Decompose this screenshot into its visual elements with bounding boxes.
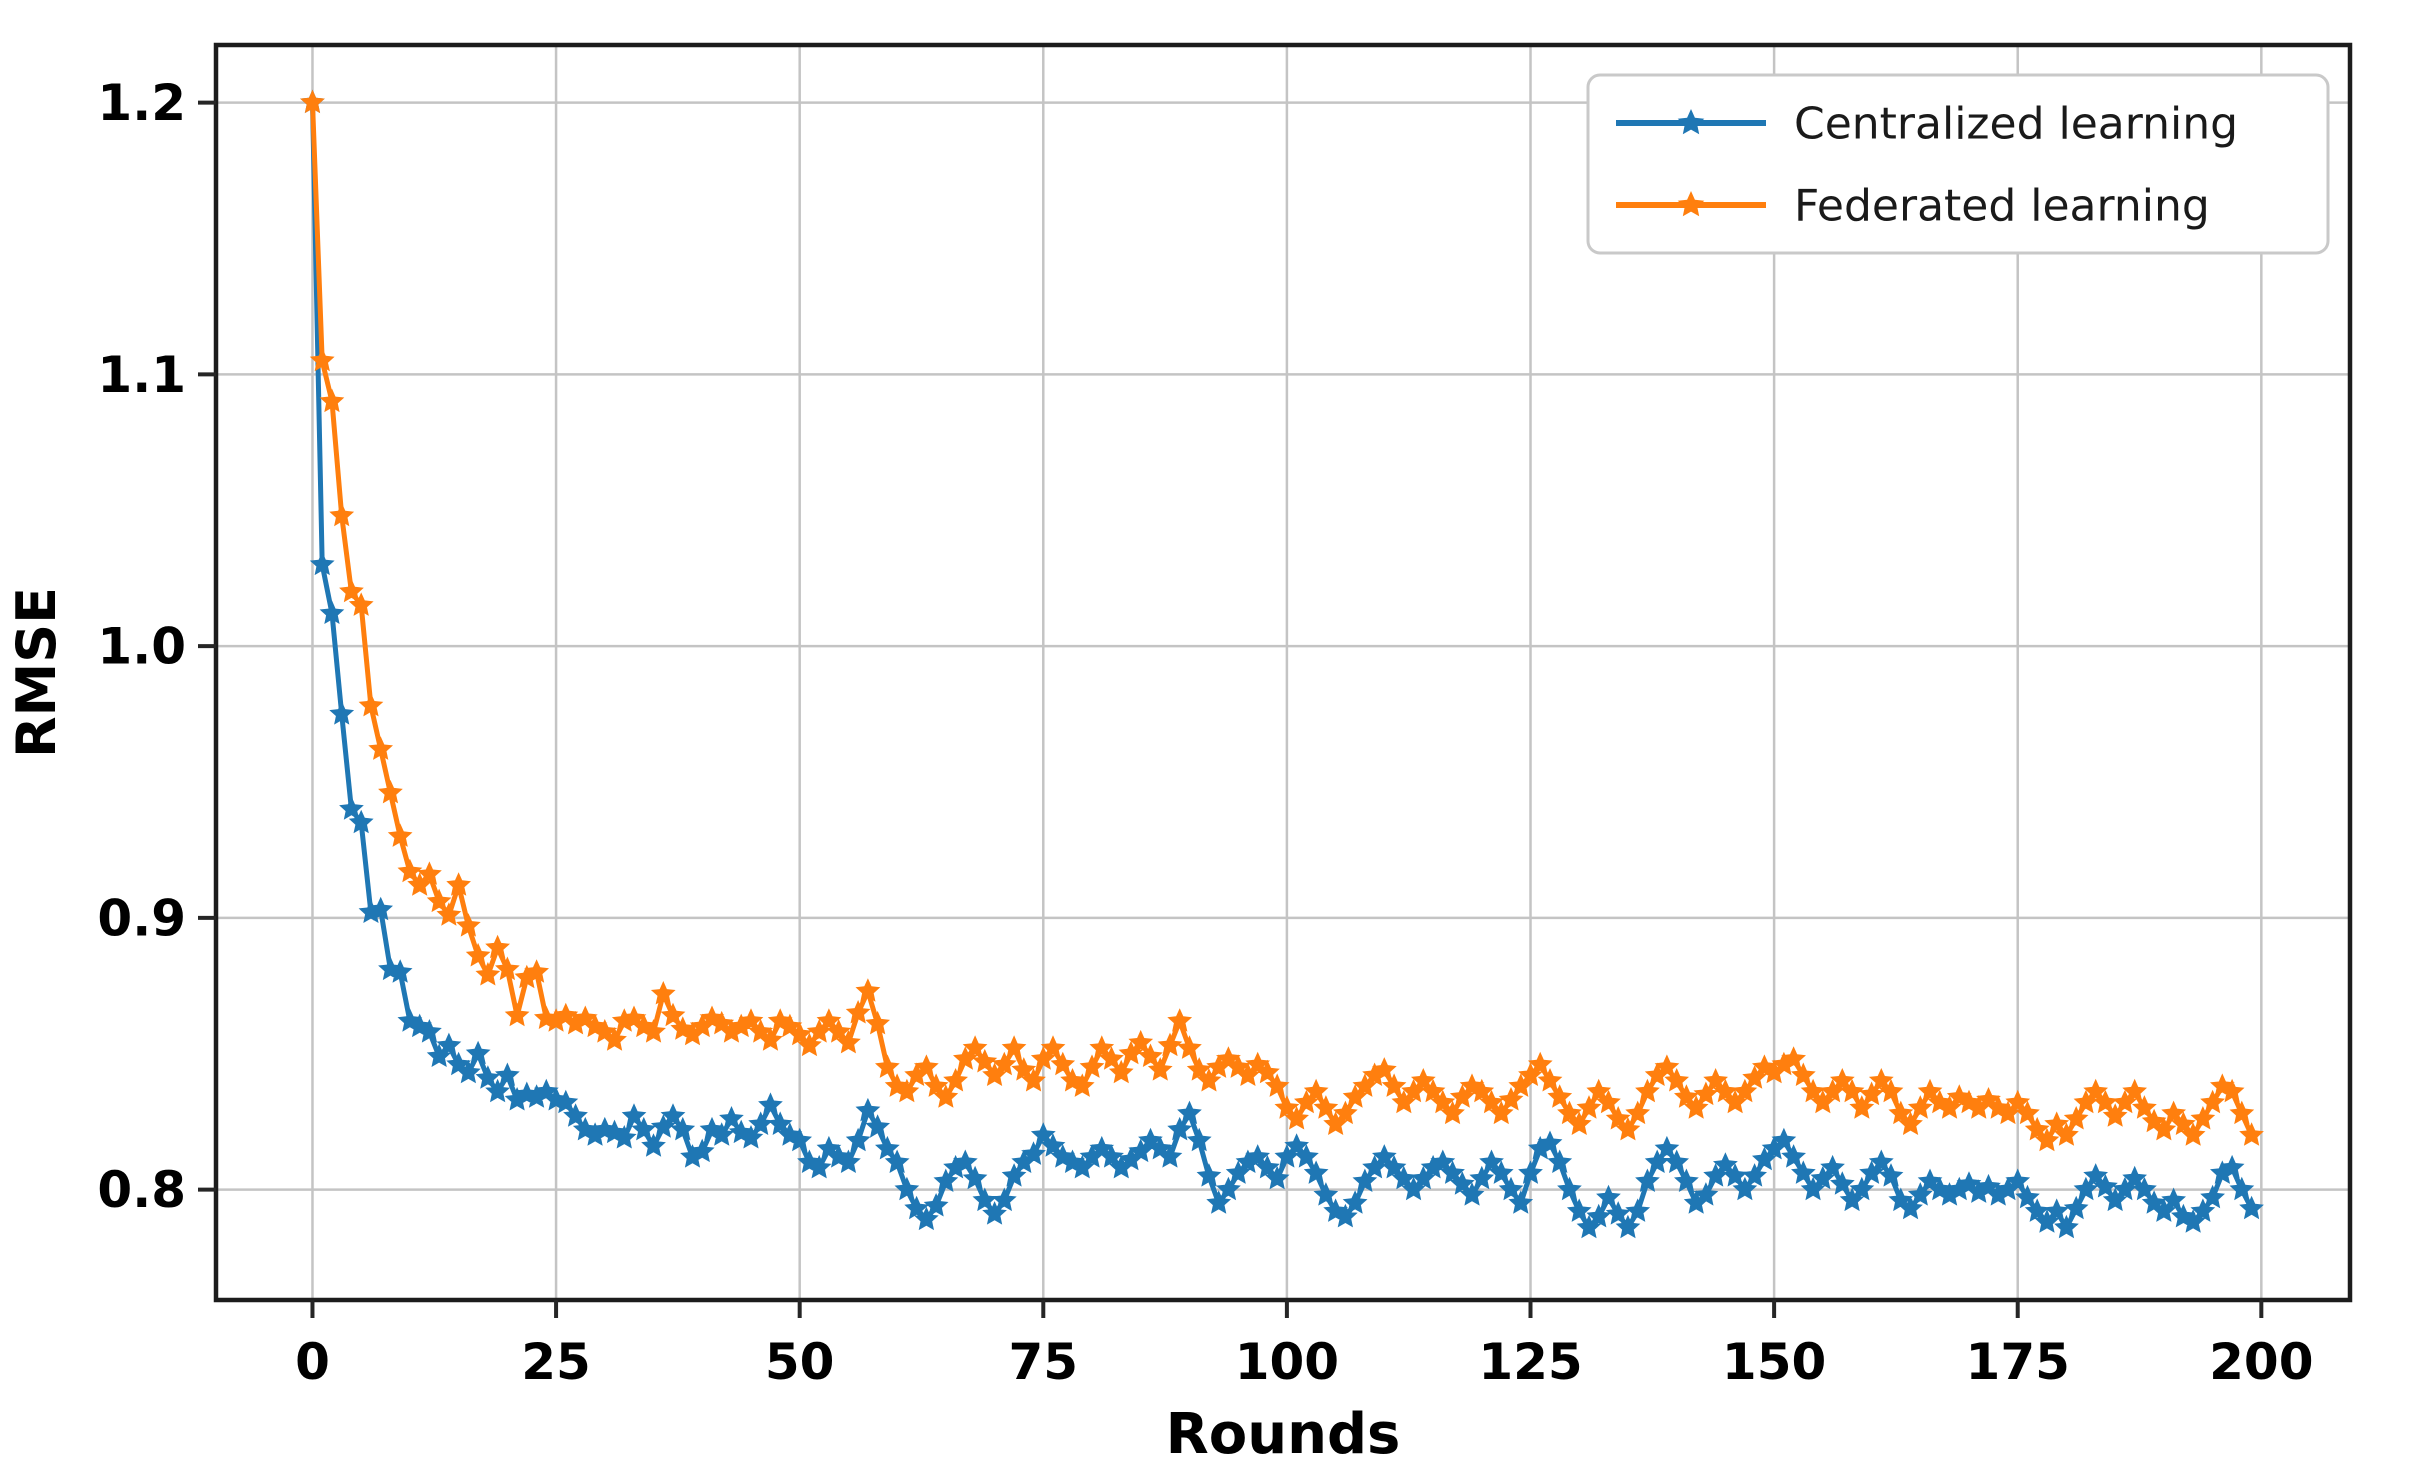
legend-box — [1586, 73, 2330, 255]
legend-star-marker — [1677, 191, 1705, 217]
series-line — [310, 102, 2254, 1231]
legend-label: Centralized learning — [1794, 98, 2238, 149]
y-tick-label: 1.2 — [97, 74, 186, 132]
x-tick-label: 125 — [1478, 1333, 1582, 1391]
legend-label: Federated learning — [1794, 180, 2210, 231]
series-federated — [300, 89, 2264, 1152]
y-axis: 0.8 0.9 1.0 1.1 1.2 — [97, 74, 216, 1219]
x-tick-label: 150 — [1722, 1333, 1826, 1391]
x-tick-label: 100 — [1235, 1333, 1339, 1391]
legend-entry-federated: Federated learning — [1616, 180, 2210, 231]
y-tick-label: 1.0 — [97, 618, 186, 676]
x-tick-label: 50 — [765, 1333, 835, 1391]
x-tick-label: 200 — [2209, 1333, 2313, 1391]
x-tick-label: 175 — [1966, 1333, 2070, 1391]
x-axis-title: Rounds — [1166, 1402, 1401, 1467]
y-tick-label: 0.9 — [97, 889, 186, 947]
x-axis: 0 25 50 75 100 125 150 175 200 — [295, 1300, 2314, 1391]
plot-border — [213, 42, 2353, 1303]
x-tick-label: 0 — [295, 1333, 330, 1391]
star-markers — [300, 89, 2264, 1239]
legend-star-marker — [1677, 109, 1705, 135]
series-line — [310, 102, 2254, 1144]
y-tick-label: 0.8 — [97, 1161, 186, 1219]
y-axis-title: RMSE — [5, 587, 68, 758]
legend-entry-centralized: Centralized learning — [1616, 98, 2238, 149]
x-tick-label: 25 — [521, 1333, 591, 1391]
series-centralized — [300, 89, 2264, 1239]
legend: Centralized learning Federated learning — [1586, 73, 2330, 255]
x-tick-label: 75 — [1008, 1333, 1078, 1391]
y-tick-label: 1.1 — [97, 346, 186, 404]
